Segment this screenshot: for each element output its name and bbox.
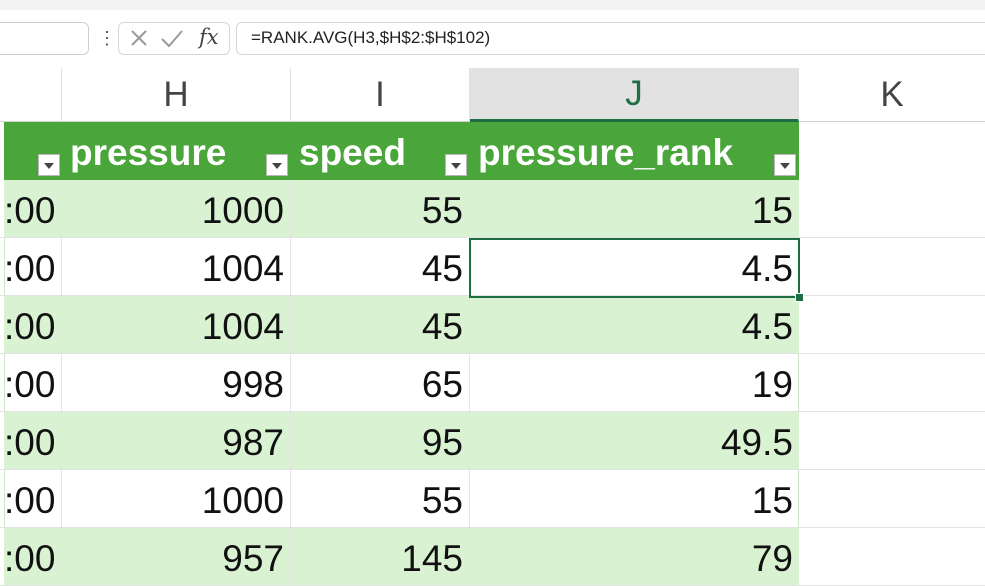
column-header-h[interactable]: H [62,68,291,122]
cell-speed[interactable]: 55 [291,470,470,528]
cell-speed[interactable]: 95 [291,412,470,470]
row-gridline [0,527,985,528]
table-row: :00 1004 45 4.5 [0,238,985,296]
column-header-k[interactable]: K [799,68,985,122]
row-band [4,354,799,412]
formula-actions: fx [118,22,230,55]
cell-pressure[interactable]: 987 [62,412,291,470]
table-header-row [4,122,799,180]
cancel-icon[interactable] [127,26,151,50]
filter-dropdown-icon[interactable] [774,154,796,176]
cell-pressure-rank[interactable]: 79 [751,538,793,579]
column-header-i[interactable]: I [291,68,470,122]
cell-g[interactable]: :00 [4,296,62,354]
row-gridline [0,237,985,238]
table-row: :00 957 145 79 [0,528,985,586]
row-band [4,412,799,470]
name-box[interactable] [0,22,89,55]
cell-speed[interactable]: 65 [291,354,470,412]
insert-function-icon[interactable]: fx [199,25,219,49]
formula-bar: ⋮ fx =RANK.AVG(H3,$H$2:$H$102) [0,10,985,68]
cell-pressure-rank[interactable]: 49.5 [720,422,793,463]
row-gridline [0,353,985,354]
cell-g[interactable]: :00 [4,412,62,470]
header-speed[interactable]: speed [299,132,406,173]
header-pressure[interactable]: pressure [70,132,227,173]
row-band [4,296,799,354]
fill-handle[interactable] [795,293,804,302]
table-row: :00 1000 55 15 [0,470,985,528]
active-cell-border [469,238,800,298]
cell-g[interactable]: :00 [4,470,62,528]
cell-g[interactable]: :00 [4,354,62,412]
more-options-icon[interactable]: ⋮ [98,28,116,48]
column-header-g[interactable] [0,68,62,122]
row-band [4,528,799,586]
row-gridline [0,295,985,296]
table-row: :00 1000 55 15 [0,180,985,238]
cell-pressure[interactable]: 1004 [62,238,291,296]
table-row: :00 1004 45 4.5 [0,296,985,354]
formula-input[interactable]: =RANK.AVG(H3,$H$2:$H$102) [236,22,985,55]
row-gridline [0,411,985,412]
cell-speed[interactable]: 55 [291,180,470,238]
cell-pressure-rank[interactable]: 4.5 [741,306,793,347]
cell-g[interactable]: :00 [4,528,62,586]
formula-text: =RANK.AVG(H3,$H$2:$H$102) [251,28,491,47]
cell-g[interactable]: :00 [4,180,62,238]
cell-pressure[interactable]: 1000 [62,470,291,528]
cell-pressure[interactable]: 1004 [62,296,291,354]
row-band [4,470,799,528]
cell-pressure-rank[interactable]: 19 [751,364,793,405]
table-row: :00 998 65 19 [0,354,985,412]
cell-speed[interactable]: 45 [291,238,470,296]
cell-g[interactable]: :00 [4,238,62,296]
table-row: :00 987 95 49.5 [0,412,985,470]
filter-dropdown-icon[interactable] [266,154,288,176]
row-gridline [0,469,985,470]
cell-pressure-rank[interactable]: 15 [751,480,793,521]
cell-pressure[interactable]: 998 [62,354,291,412]
cell-speed[interactable]: 145 [291,528,470,586]
header-pressure-rank[interactable]: pressure_rank [478,132,734,173]
cell-pressure-rank[interactable]: 4.5 [741,248,793,289]
cell-pressure[interactable]: 1000 [62,180,291,238]
cell-pressure[interactable]: 957 [62,528,291,586]
filter-dropdown-icon[interactable] [38,154,60,176]
cell-speed[interactable]: 45 [291,296,470,354]
row-band [4,180,799,238]
filter-dropdown-icon[interactable] [445,154,467,176]
column-header-j[interactable]: J [470,68,799,122]
cell-pressure-rank[interactable]: 15 [751,190,793,231]
confirm-icon[interactable] [159,26,185,50]
